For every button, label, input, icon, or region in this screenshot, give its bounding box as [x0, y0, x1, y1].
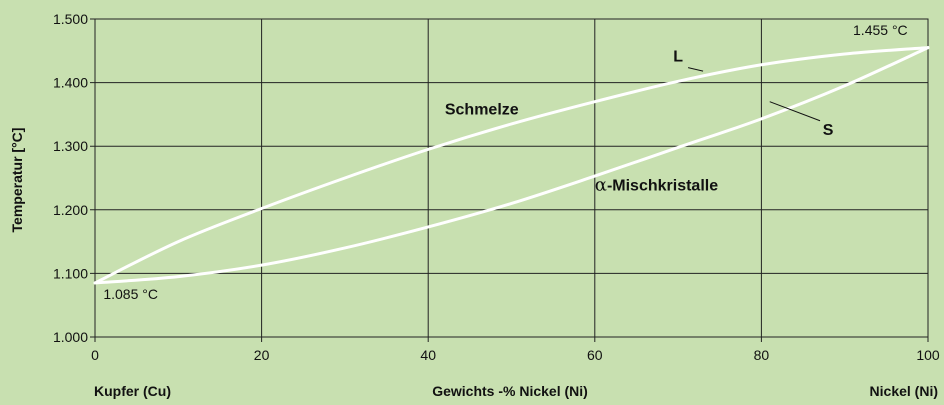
y-tick-label: 1.100 — [53, 265, 88, 281]
x-left-label: Kupfer (Cu) — [94, 383, 171, 399]
x-axis-label: Gewichts -% Nickel (Ni) — [432, 383, 588, 399]
annotation-label: 1.085 °C — [103, 286, 158, 302]
annotation-label: 1.455 °C — [853, 22, 908, 38]
chart-labels: Temperatur [°C] Gewichts -% Nickel (Ni) … — [9, 128, 938, 399]
axis-ticks: 0 20 40 60 80 100 1.000 1.100 1.200 1.300 1.400 1.5… — [53, 11, 940, 363]
x-tick-label: 0 — [91, 347, 99, 363]
x-tick-label: 100 — [916, 347, 940, 363]
y-tick-label: 1.500 — [53, 11, 88, 27]
series-l-label: L — [673, 49, 683, 66]
series-l-leader — [687, 67, 704, 72]
y-axis-label: Temperatur [°C] — [9, 128, 25, 233]
annotations: L S 1.085 °C 1.455 °C Schmelze α-Mischkristal… — [103, 22, 907, 302]
y-tick-label: 1.300 — [53, 138, 88, 154]
x-tick-label: 20 — [254, 347, 270, 363]
series-s-label: S — [823, 122, 834, 139]
grid — [90, 18, 929, 342]
x-tick-label: 60 — [587, 347, 603, 363]
y-tick-label: 1.200 — [53, 202, 88, 218]
x-tick-label: 80 — [754, 347, 770, 363]
x-right-label: Nickel (Ni) — [870, 383, 938, 399]
y-tick-label: 1.000 — [53, 329, 88, 345]
plot-frame — [94, 18, 929, 338]
x-tick-label: 40 — [420, 347, 436, 363]
series-s-leader — [769, 101, 821, 122]
annotation-label: α-Mischkristalle — [595, 175, 718, 196]
series-l-curve — [93, 46, 930, 285]
y-tick-label: 1.400 — [53, 75, 88, 91]
series-s-curve — [93, 46, 930, 285]
annotation-label: Schmelze — [445, 101, 519, 118]
curves — [93, 46, 930, 285]
